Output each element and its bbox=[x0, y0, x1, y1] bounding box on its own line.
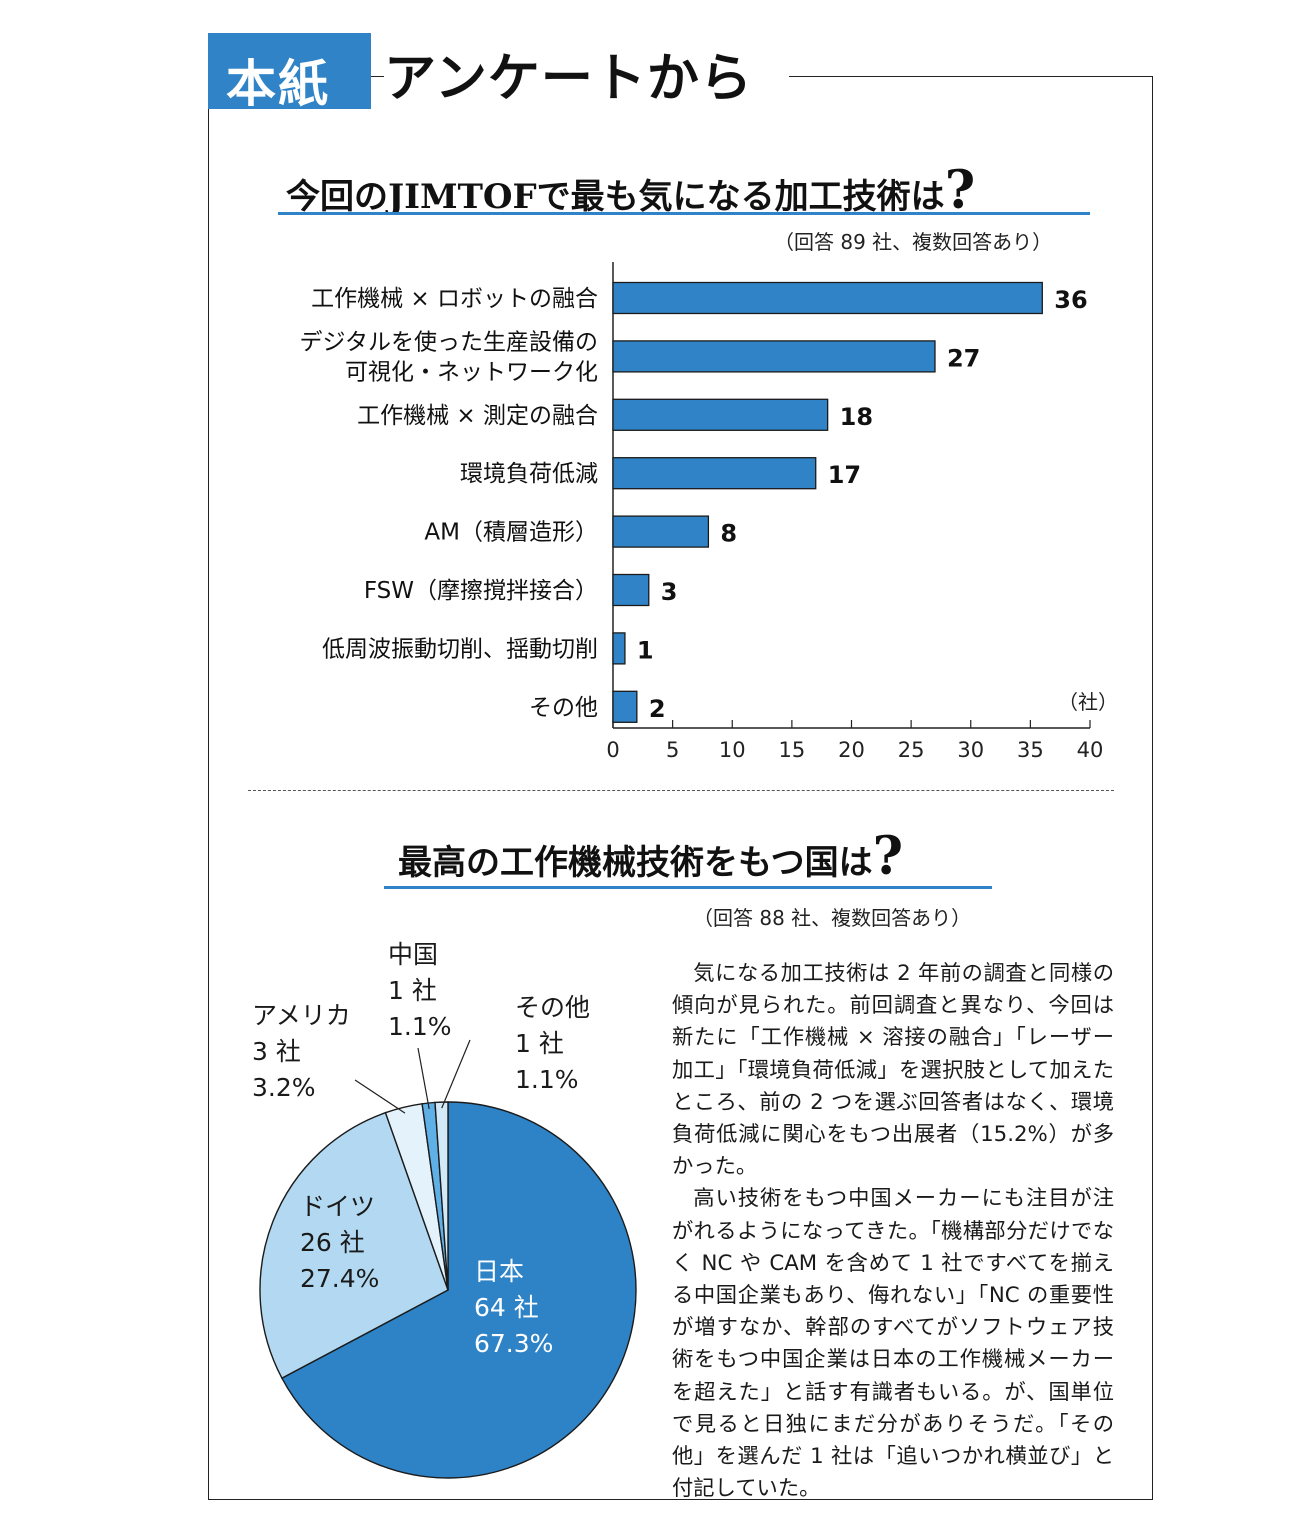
q1-title: 今回のJIMTOFで最も気になる加工技術は? bbox=[286, 160, 975, 221]
pie-label: 67.3% bbox=[474, 1329, 553, 1358]
unit-label: （社） bbox=[1058, 690, 1118, 714]
x-tick-label: 35 bbox=[1017, 738, 1044, 762]
pie-label: 27.4% bbox=[300, 1264, 379, 1293]
article-paragraph: 高い技術をもつ中国メーカーにも注目が注がれるようになってきた。「機構部分だけでな… bbox=[672, 1186, 1114, 1502]
section-tab bbox=[208, 33, 371, 109]
q2-title-text: 最高の工作機械技術をもつ国は bbox=[398, 843, 873, 883]
leader-line bbox=[354, 1079, 406, 1114]
x-tick-label: 15 bbox=[779, 738, 806, 762]
section-heading: アンケートから bbox=[384, 36, 789, 111]
pie-label: その他 bbox=[515, 993, 590, 1022]
pie-label: 中国 bbox=[388, 940, 438, 969]
pie-label: アメリカ bbox=[252, 1001, 351, 1030]
pie-label: 26 社 bbox=[300, 1228, 365, 1257]
category-label: 可視化・ネットワーク化 bbox=[345, 359, 598, 385]
q1-underline bbox=[278, 212, 1090, 215]
article-body: 気になる加工技術は 2 年前の調査と同様の傾向が見られた。前回調査と異なり、今回… bbox=[672, 958, 1114, 1505]
category-label: 工作機械 × 測定の融合 bbox=[357, 403, 598, 429]
q1-title-text: 今回のJIMTOFで最も気になる加工技術は bbox=[286, 177, 945, 217]
category-label: 低周波振動切削、揺動切削 bbox=[322, 636, 598, 662]
pie-slice bbox=[434, 1101, 449, 1291]
bar-value-label: 8 bbox=[720, 520, 737, 548]
pie-label: 1.1% bbox=[515, 1065, 579, 1094]
bar bbox=[612, 690, 638, 723]
bar-value-label: 1 bbox=[637, 636, 654, 664]
x-tick-label: 30 bbox=[957, 738, 984, 762]
bar-value-label: 27 bbox=[947, 344, 980, 372]
pie-label: 1 社 bbox=[388, 976, 437, 1005]
q2-title: 最高の工作機械技術をもつ国は? bbox=[398, 826, 903, 887]
x-tick-label: 20 bbox=[838, 738, 865, 762]
x-tick-label: 40 bbox=[1077, 738, 1104, 762]
bar bbox=[612, 515, 710, 548]
leader-line bbox=[441, 1039, 471, 1109]
pie-chart: 日本 64 社 67.3% ドイツ 26 社 27.4% アメリカ 3 社 3.2% 中国 1 社 1… bbox=[252, 940, 637, 1479]
leader-line bbox=[417, 1047, 430, 1110]
x-tick-label: 0 bbox=[606, 738, 619, 762]
pie-label: 1 社 bbox=[515, 1029, 564, 1058]
bar-value-label: 2 bbox=[649, 695, 666, 723]
q1-question-mark: ? bbox=[944, 160, 976, 221]
pie-label: 1.1% bbox=[388, 1012, 452, 1041]
category-label: FSW（摩擦撹拌接合） bbox=[364, 578, 598, 604]
bar-value-label: 17 bbox=[828, 461, 861, 489]
pie-label: 日本 bbox=[474, 1257, 524, 1286]
bar bbox=[612, 340, 936, 373]
bar bbox=[612, 398, 829, 431]
category-label: 工作機械 × ロボットの融合 bbox=[311, 286, 598, 312]
q2-note: （回答 88 社、複数回答あり） bbox=[693, 906, 972, 930]
category-label: 環境負荷低減 bbox=[460, 461, 598, 487]
pie-label: 3.2% bbox=[252, 1073, 316, 1102]
q2-question-mark: ? bbox=[872, 826, 904, 887]
category-label: AM（積層造形） bbox=[424, 520, 598, 546]
pie-label: ドイツ bbox=[300, 1192, 375, 1221]
q2-underline bbox=[384, 886, 992, 889]
bar-chart: 0 5 10 15 20 25 30 35 40 （社） 36 工作機械 × ロボットの融合 27 デジタ… bbox=[299, 262, 1118, 762]
pie-label: 3 社 bbox=[252, 1037, 301, 1066]
x-tick-label: 25 bbox=[898, 738, 925, 762]
pie-label: 64 社 bbox=[474, 1293, 539, 1322]
category-label: その他 bbox=[529, 695, 598, 721]
bar bbox=[612, 281, 1043, 315]
bar-value-label: 36 bbox=[1054, 286, 1087, 314]
section-tab-label: 本紙 bbox=[226, 55, 330, 113]
q1-note: （回答 89 社、複数回答あり） bbox=[774, 230, 1053, 254]
bar bbox=[612, 632, 626, 665]
article-paragraph: 気になる加工技術は 2 年前の調査と同様の傾向が見られた。前回調査と異なり、今回… bbox=[672, 961, 1114, 1180]
pie-slice bbox=[280, 1101, 637, 1479]
pie-slice bbox=[259, 1111, 449, 1380]
bar-value-label: 3 bbox=[661, 578, 678, 606]
bar bbox=[612, 457, 817, 490]
x-tick-label: 5 bbox=[666, 738, 679, 762]
bar bbox=[612, 573, 650, 607]
bar-value-label: 18 bbox=[840, 403, 873, 431]
section-divider bbox=[248, 790, 1114, 791]
x-tick-label: 10 bbox=[719, 738, 746, 762]
category-label: デジタルを使った生産設備の bbox=[299, 329, 598, 355]
